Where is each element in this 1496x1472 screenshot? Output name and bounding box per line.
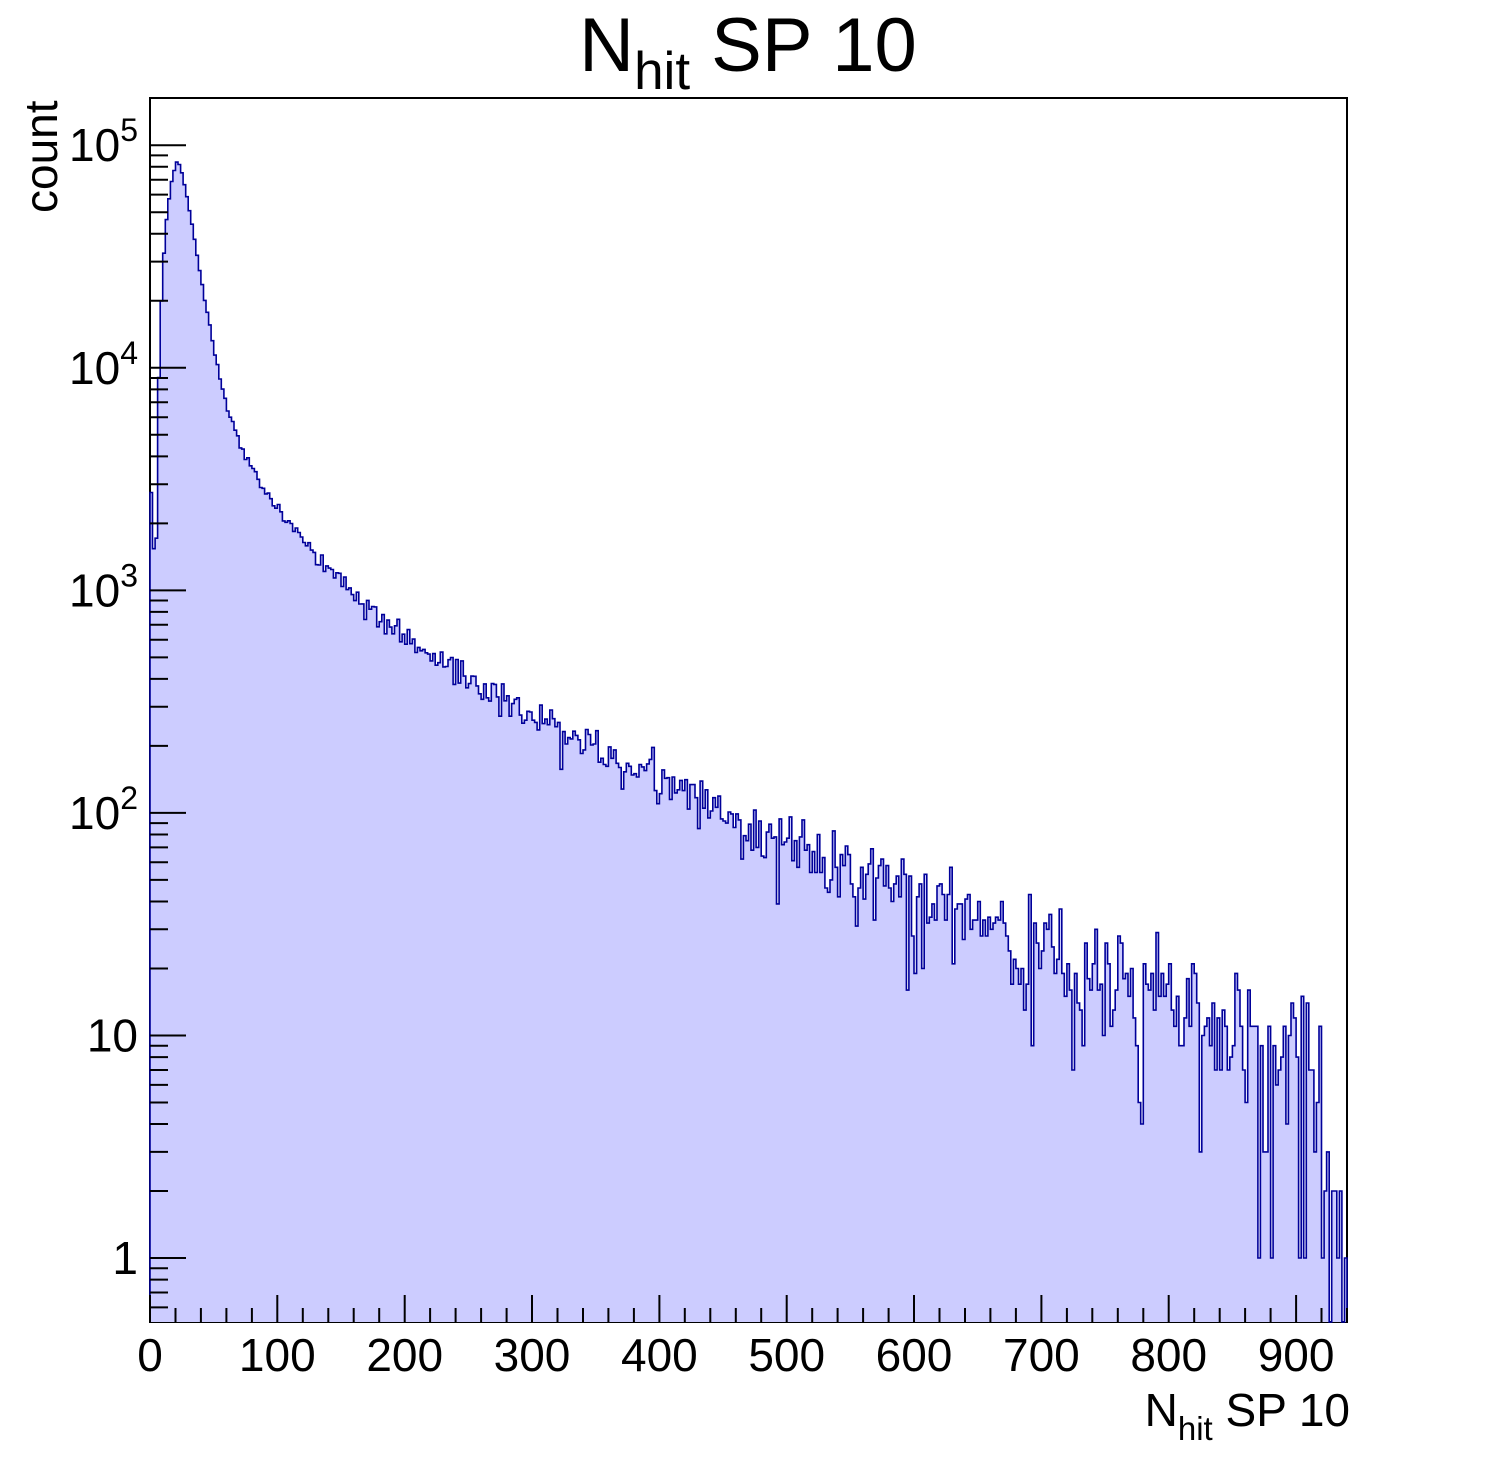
y-tick-label: 1 (112, 1232, 138, 1284)
axis-tick-label-layer: 0 100 200 300 400 500 600 700 800 900 1 10 102 103 104… (69, 112, 1334, 1381)
y-tick-label: 104 (69, 335, 138, 394)
histogram-fill (150, 162, 1347, 1323)
y-tick-label: 102 (69, 780, 138, 839)
y-tick-label: 103 (69, 557, 138, 616)
axis-tick-layer (149, 144, 1348, 1322)
x-axis-title: Nhit SP 10 (1145, 1384, 1350, 1447)
histogram-layer (149, 161, 1348, 1323)
x-tick-label: 200 (366, 1329, 443, 1381)
x-tick-label: 0 (137, 1329, 163, 1381)
x-tick-label: 500 (748, 1329, 825, 1381)
y-tick-label: 105 (69, 112, 138, 171)
x-tick-label: 900 (1258, 1329, 1335, 1381)
x-tick-label: 600 (876, 1329, 953, 1381)
y-tick-label: 10 (87, 1010, 138, 1062)
x-tick-label: 100 (239, 1329, 316, 1381)
y-axis-title: count (15, 100, 67, 213)
x-tick-label: 300 (494, 1329, 571, 1381)
x-tick-label: 700 (1003, 1329, 1080, 1381)
x-tick-label: 800 (1130, 1329, 1207, 1381)
x-tick-label: 400 (621, 1329, 698, 1381)
chart-title: Nhit SP 10 (579, 3, 917, 101)
histogram-outline (149, 161, 1348, 1323)
